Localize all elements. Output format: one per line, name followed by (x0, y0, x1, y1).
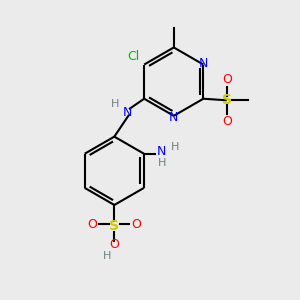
Text: N: N (157, 145, 167, 158)
Text: O: O (131, 218, 141, 230)
Text: O: O (223, 115, 232, 128)
Text: S: S (223, 93, 232, 107)
Text: Cl: Cl (127, 50, 139, 63)
Text: O: O (87, 218, 97, 230)
Text: O: O (110, 238, 119, 251)
Text: H: H (103, 250, 111, 260)
Text: S: S (109, 219, 119, 233)
Text: N: N (122, 106, 132, 118)
Text: H: H (111, 99, 119, 109)
Text: H: H (158, 158, 166, 168)
Text: N: N (169, 111, 178, 124)
Text: O: O (223, 73, 232, 86)
Text: N: N (199, 57, 208, 70)
Text: H: H (171, 142, 179, 152)
